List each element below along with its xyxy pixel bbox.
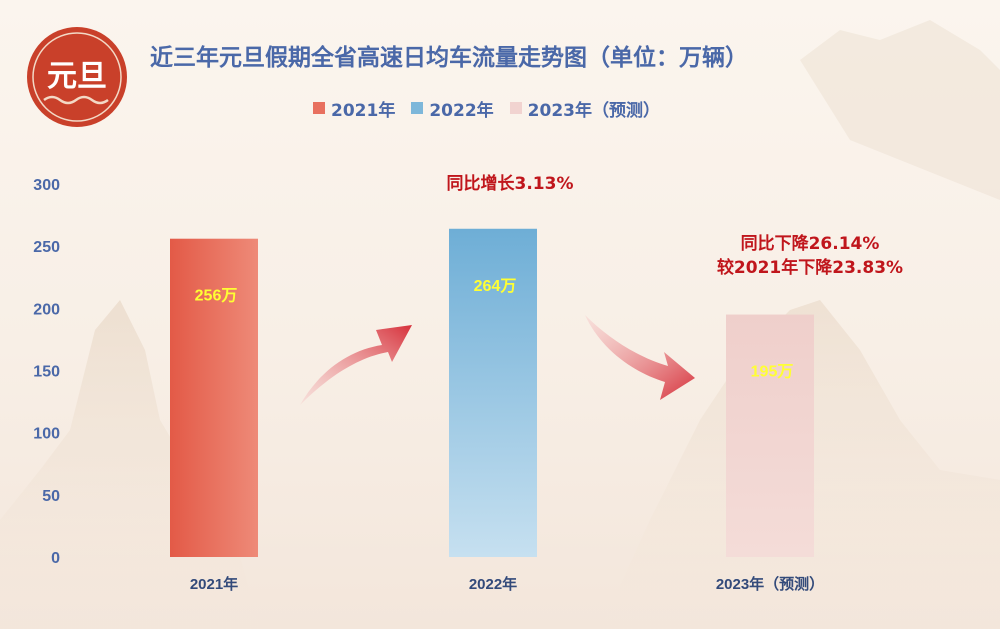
annotation-2023-line2: 较2021年下降23.83% [716,258,904,278]
y-tick-label-200: 200 [33,301,60,318]
legend-item-2023: 2023年（预测） [509,96,660,121]
annotation-2022: 同比增长3.13% [380,172,640,196]
y-tick-label-0: 0 [51,550,60,567]
data-label-0: 256万 [195,288,238,305]
data-label-1: 264万 [474,278,517,295]
annotation-2023-line1: 同比下降26.14% [740,234,880,254]
annotation-2022-text: 同比增长3.13% [446,174,574,194]
logo-text: 元旦 [47,59,107,94]
y-tick-label-150: 150 [33,364,60,381]
y-tick-label-300: 300 [33,177,60,194]
legend-swatch-2022 [411,102,424,114]
legend-item-2022: 2022年 [411,96,494,121]
data-label-2: 195万 [751,364,794,381]
legend: 2021年 2022年 2023年（预测） [313,96,676,121]
x-tick-label-0: 2021年 [190,575,238,593]
bar-2 [726,314,814,557]
y-tick-label-100: 100 [33,426,60,443]
legend-swatch-2023 [509,102,522,114]
x-tick-label-2: 2023年（预测） [716,575,824,593]
legend-swatch-2021 [313,102,325,114]
bar-1 [449,228,537,557]
legend-label-2023: 2023年（预测） [527,100,660,121]
legend-label-2022: 2022年 [429,100,494,121]
y-tick-label-250: 250 [33,239,60,256]
arrow-up [300,325,412,405]
annotation-2023: 同比下降26.14% 较2021年下降23.83% [680,232,940,280]
x-tick-label-1: 2022年 [469,575,517,593]
y-tick-label-50: 50 [42,488,60,505]
yuandan-logo: 元旦 [27,27,127,127]
arrow-down [585,315,695,400]
legend-label-2021: 2021年 [331,100,396,121]
legend-item-2021: 2021年 [313,96,395,121]
bar-0 [170,238,258,557]
chart-title: 近三年元旦假期全省高速日均车流量走势图（单位：万辆） [150,45,748,71]
